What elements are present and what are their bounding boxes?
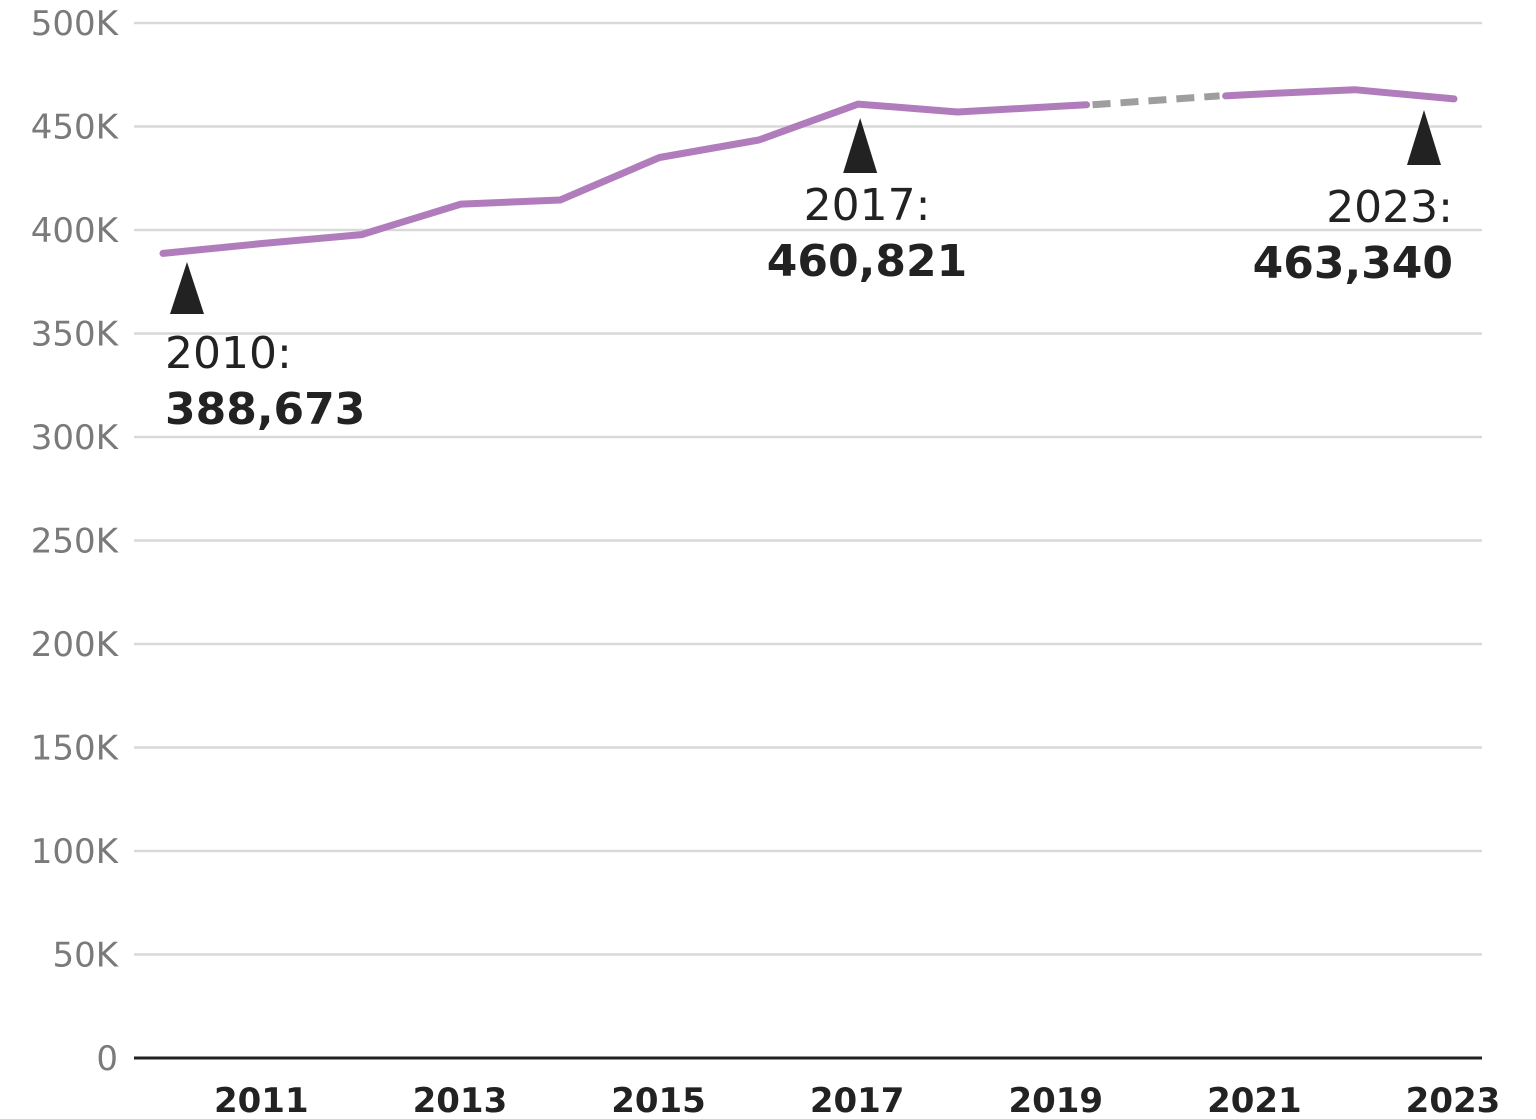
annotation-value-label: 388,673	[165, 384, 365, 435]
y-tick-label: 300K	[31, 418, 120, 458]
y-tick-label: 350K	[31, 315, 120, 355]
series-line-segment-after-gap	[1222, 86, 1458, 103]
gridlines	[134, 21, 1482, 1060]
x-tick-label: 2021	[1207, 1081, 1302, 1119]
x-axis-ticks: 2011 2013 2015 2017 2019 2021 2023	[214, 1081, 1500, 1119]
annotation-year-label: 2010:	[165, 328, 292, 379]
y-tick-label: 150K	[31, 729, 120, 769]
series-gap-dashed-line	[1092, 92, 1220, 109]
y-tick-label: 450K	[31, 108, 120, 148]
x-tick-label: 2015	[611, 1081, 706, 1119]
x-tick-label: 2023	[1406, 1081, 1501, 1119]
y-tick-label: 100K	[31, 832, 120, 872]
annotations: 2010:388,673 2017:460,821 2023:463,340	[165, 110, 1453, 435]
annotation-value-label: 460,821	[767, 236, 967, 287]
x-tick-label: 2013	[413, 1081, 508, 1119]
annotation-marker-2023	[1407, 110, 1441, 165]
x-tick-label: 2017	[810, 1081, 905, 1119]
annotation-marker-2010	[170, 262, 204, 314]
annotation-year-label: 2017:	[804, 180, 931, 231]
y-tick-label: 500K	[31, 4, 120, 44]
y-tick-label: 200K	[31, 625, 120, 665]
annotation-marker-2017	[843, 118, 878, 173]
y-tick-label: 400K	[31, 211, 120, 251]
annotation-value-label: 463,340	[1253, 238, 1453, 289]
y-tick-label: 50K	[52, 936, 119, 976]
series-line-segment-before-gap	[159, 100, 1091, 257]
y-tick-label: 250K	[31, 522, 120, 562]
y-tick-label: 0	[96, 1039, 118, 1079]
series-layer	[159, 86, 1458, 257]
annotation-year-label: 2023:	[1326, 182, 1453, 233]
y-axis-ticks: 0 50K 100K 150K 200K 250K 300K 350K 400K 450K 500K	[31, 4, 120, 1079]
x-tick-label: 2019	[1008, 1081, 1103, 1119]
x-tick-label: 2011	[214, 1081, 309, 1119]
